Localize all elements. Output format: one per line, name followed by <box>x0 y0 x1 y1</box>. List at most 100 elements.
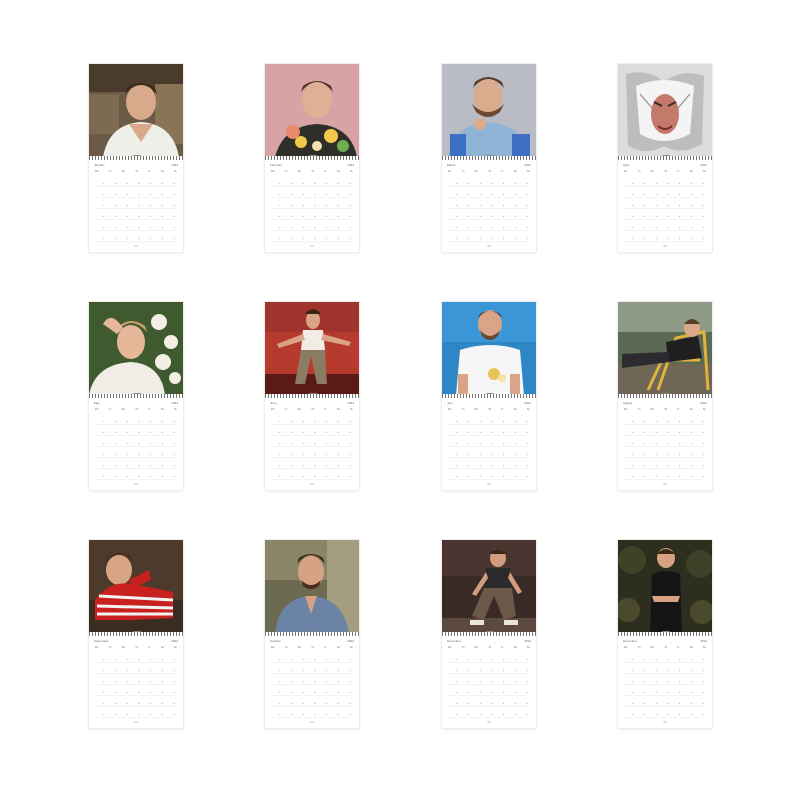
weekday-label: We <box>297 408 302 411</box>
weekday-label: Fr <box>148 646 151 649</box>
year-label: 2024 <box>700 163 707 167</box>
spiral-binding <box>442 156 536 160</box>
weekday-label: Su <box>349 646 353 649</box>
weekday-label: Tu <box>284 408 288 411</box>
month-label: April <box>623 163 630 167</box>
calendar-page-february: February 2024 Mo Tu We Th Fr Sa Su <box>265 64 359 252</box>
month-label: October <box>270 639 281 643</box>
spiral-binding <box>442 632 536 636</box>
date-cells <box>271 652 353 718</box>
weekday-label: Mo <box>95 170 99 173</box>
weekday-header: Mo Tu We Th Fr Sa Su <box>95 646 177 650</box>
weekday-header: Mo Tu We Th Fr Sa Su <box>448 646 530 650</box>
calendar-page-november: November 2024 Mo Tu We Th Fr Sa Su <box>442 540 536 728</box>
weekday-label: Th <box>488 408 492 411</box>
weekday-header: Mo Tu We Th Fr Sa Su <box>624 170 706 174</box>
weekday-label: Mo <box>271 646 275 649</box>
weekday-label: Su <box>702 646 706 649</box>
spiral-binding <box>265 394 359 398</box>
weekday-label: Fr <box>324 170 327 173</box>
weekday-label: Fr <box>677 646 680 649</box>
footer-mark <box>134 245 138 247</box>
weekday-label: Fr <box>501 408 504 411</box>
weekday-header: Mo Tu We Th Fr Sa Su <box>624 408 706 412</box>
spiral-binding <box>89 394 183 398</box>
footer-mark <box>310 483 314 485</box>
weekday-label: Th <box>311 170 315 173</box>
footer-mark <box>134 721 138 723</box>
weekday-header: Mo Tu We Th Fr Sa Su <box>448 170 530 174</box>
date-cells <box>271 176 353 242</box>
weekday-label: Su <box>702 408 706 411</box>
date-cells <box>95 176 177 242</box>
footer-mark <box>663 483 667 485</box>
weekday-header: Mo Tu We Th Fr Sa Su <box>271 646 353 650</box>
calendar-page-june: June 2024 Mo Tu We Th Fr Sa Su <box>265 302 359 490</box>
weekday-label: Su <box>349 170 353 173</box>
portrait-torn-paper-image <box>618 64 712 157</box>
weekday-label: We <box>121 646 126 649</box>
portrait-pink-flowers-image <box>265 64 359 157</box>
date-cells <box>95 414 177 480</box>
month-photo <box>618 302 712 395</box>
date-cells <box>448 414 530 480</box>
year-label: 2024 <box>347 163 354 167</box>
month-photo <box>265 302 359 395</box>
weekday-label: Tu <box>637 646 641 649</box>
weekday-label: Tu <box>108 646 112 649</box>
month-photo <box>442 302 536 395</box>
weekday-label: Mo <box>271 170 275 173</box>
date-cells <box>448 176 530 242</box>
weekday-label: Sa <box>160 170 164 173</box>
weekday-label: Su <box>173 646 177 649</box>
weekday-label: Sa <box>513 408 517 411</box>
weekday-label: Th <box>664 408 668 411</box>
date-cells <box>624 414 706 480</box>
month-photo <box>89 302 183 395</box>
weekday-label: Tu <box>637 170 641 173</box>
weekday-label: Fr <box>677 170 680 173</box>
spiral-binding <box>618 394 712 398</box>
weekday-label: We <box>474 170 479 173</box>
weekday-label: Sa <box>160 646 164 649</box>
year-label: 2024 <box>347 639 354 643</box>
weekday-label: Mo <box>448 408 452 411</box>
spiral-binding <box>442 394 536 398</box>
weekday-label: Mo <box>271 408 275 411</box>
month-photo <box>265 540 359 633</box>
weekday-label: Sa <box>689 646 693 649</box>
footer-mark <box>487 721 491 723</box>
weekday-label: Mo <box>624 646 628 649</box>
portrait-white-roses-image <box>89 302 183 395</box>
weekday-label: We <box>650 646 655 649</box>
weekday-label: Su <box>349 408 353 411</box>
weekday-label: Fr <box>324 408 327 411</box>
weekday-label: Th <box>135 170 139 173</box>
spiral-binding <box>89 632 183 636</box>
weekday-label: We <box>121 170 126 173</box>
date-cells <box>448 652 530 718</box>
year-label: 2024 <box>171 401 178 405</box>
footer-mark <box>134 483 138 485</box>
year-label: 2024 <box>171 639 178 643</box>
weekday-header: Mo Tu We Th Fr Sa Su <box>271 170 353 174</box>
spiral-binding <box>618 632 712 636</box>
portrait-red-sofa-image <box>265 302 359 395</box>
weekday-label: Fr <box>148 408 151 411</box>
date-cells <box>624 176 706 242</box>
calendar-page-october: October 2024 Mo Tu We Th Fr Sa Su <box>265 540 359 728</box>
weekday-label: Th <box>488 170 492 173</box>
weekday-header: Mo Tu We Th Fr Sa Su <box>448 408 530 412</box>
portrait-striped-sweater-image <box>89 540 183 633</box>
year-label: 2024 <box>524 401 531 405</box>
weekday-label: Su <box>526 408 530 411</box>
calendar-page-july: July 2024 Mo Tu We Th Fr Sa Su <box>442 302 536 490</box>
weekday-label: Sa <box>513 646 517 649</box>
footer-mark <box>487 245 491 247</box>
weekday-label: Mo <box>448 646 452 649</box>
weekday-label: Sa <box>336 170 340 173</box>
month-label: May <box>94 401 100 405</box>
weekday-label: Mo <box>448 170 452 173</box>
calendar-page-may: May 2024 Mo Tu We Th Fr Sa Su <box>89 302 183 490</box>
